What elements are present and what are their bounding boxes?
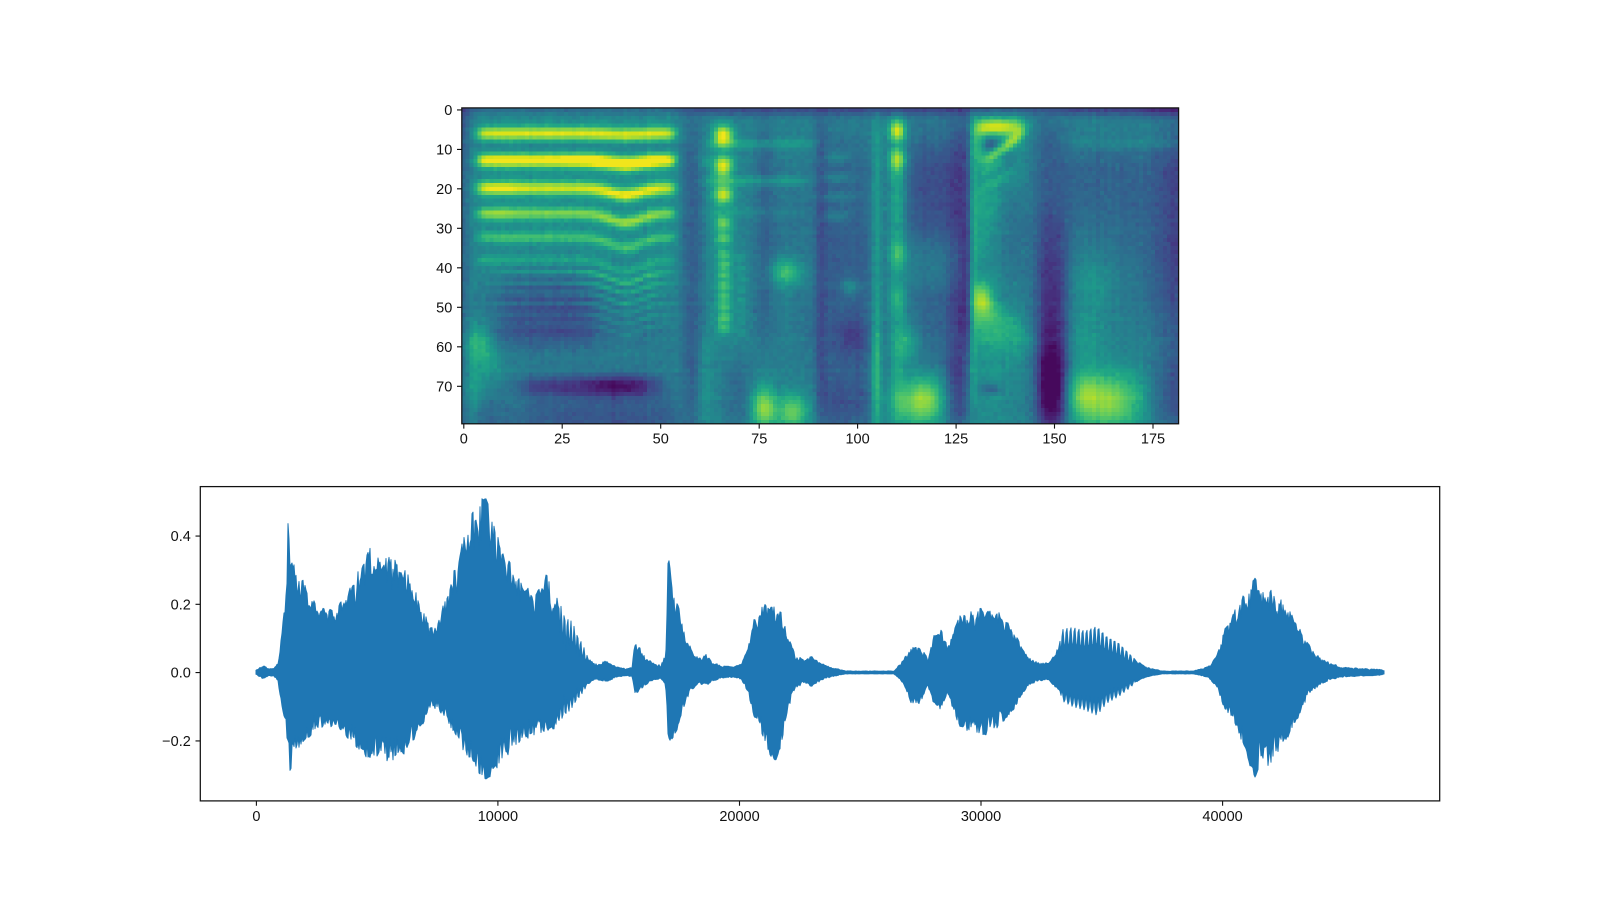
svg-text:10: 10 [436, 142, 452, 158]
svg-text:40000: 40000 [1202, 809, 1242, 825]
svg-text:0: 0 [252, 809, 260, 825]
svg-text:0: 0 [460, 432, 468, 448]
svg-text:150: 150 [1042, 432, 1066, 448]
svg-text:60: 60 [436, 340, 452, 356]
svg-text:25: 25 [554, 432, 570, 448]
svg-text:50: 50 [436, 300, 452, 316]
svg-text:10000: 10000 [478, 809, 518, 825]
svg-text:50: 50 [653, 432, 669, 448]
svg-text:175: 175 [1141, 432, 1165, 448]
svg-text:75: 75 [751, 432, 767, 448]
svg-text:125: 125 [944, 432, 968, 448]
svg-text:0.2: 0.2 [171, 597, 191, 613]
svg-text:30000: 30000 [961, 809, 1001, 825]
svg-text:20: 20 [436, 182, 452, 198]
svg-text:40: 40 [436, 261, 452, 277]
svg-text:0.4: 0.4 [171, 529, 191, 545]
svg-text:30: 30 [436, 221, 452, 237]
svg-text:0.0: 0.0 [171, 666, 191, 682]
svg-text:100: 100 [845, 432, 869, 448]
svg-text:−0.2: −0.2 [162, 734, 191, 750]
svg-text:20000: 20000 [719, 809, 759, 825]
svg-text:0: 0 [444, 103, 452, 119]
svg-text:70: 70 [436, 379, 452, 395]
